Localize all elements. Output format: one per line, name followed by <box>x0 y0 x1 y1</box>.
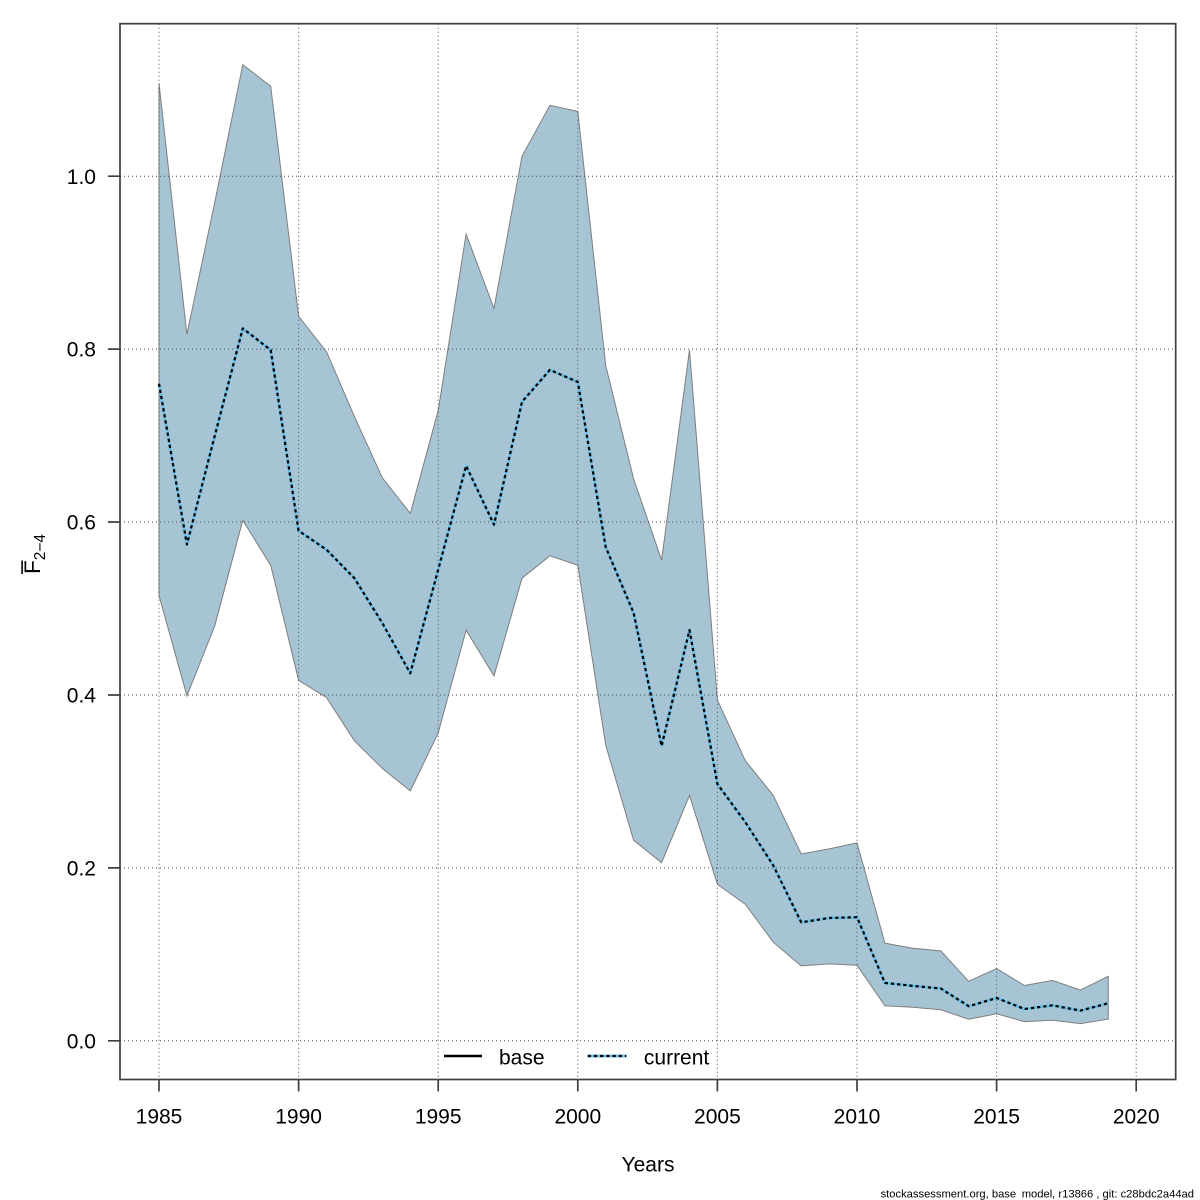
svg-text:1990: 1990 <box>275 1105 322 1128</box>
svg-text:base: base <box>499 1046 545 1069</box>
svg-text:1995: 1995 <box>415 1105 462 1128</box>
svg-text:0.2: 0.2 <box>67 858 96 881</box>
svg-text:2000: 2000 <box>554 1105 601 1128</box>
svg-text:2020: 2020 <box>1113 1105 1160 1128</box>
svg-text:0.4: 0.4 <box>67 685 97 708</box>
svg-text:1985: 1985 <box>136 1105 183 1128</box>
svg-text:0.0: 0.0 <box>67 1030 96 1053</box>
svg-text:1.0: 1.0 <box>67 166 96 189</box>
svg-text:2015: 2015 <box>973 1105 1020 1128</box>
svg-text:0.6: 0.6 <box>67 512 96 535</box>
svg-text:stockassessment.org, base mode: stockassessment.org, base model, r13866 … <box>881 1189 1194 1200</box>
svg-text:current: current <box>644 1046 710 1069</box>
svg-text:Years: Years <box>622 1153 675 1176</box>
svg-text:2010: 2010 <box>834 1105 881 1128</box>
svg-text:0.8: 0.8 <box>67 339 96 362</box>
svg-text:2005: 2005 <box>694 1105 741 1128</box>
